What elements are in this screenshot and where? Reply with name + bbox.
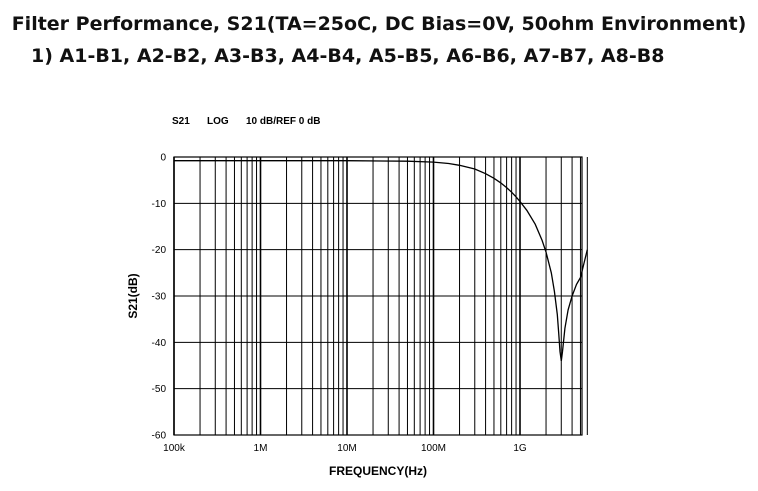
- y-axis-label: S21(dB): [126, 273, 140, 318]
- y-tick-label: -30: [152, 292, 167, 303]
- x-axis-label: FREQUENCY(Hz): [329, 464, 427, 478]
- plot-header-format: LOG: [207, 116, 229, 127]
- y-tick-label: -50: [152, 384, 167, 395]
- port-list-subtitle: 1) A1-B1, A2-B2, A3-B3, A4-B4, A5-B5, A6…: [31, 45, 665, 67]
- y-tick-label: -10: [152, 199, 167, 210]
- page-title: Filter Performance, S21(TA=25oC, DC Bias…: [11, 13, 747, 35]
- x-axis-ticks: 100k 1M 10M 100M 1G: [163, 443, 527, 454]
- chart-grid: [173, 156, 588, 436]
- s21-series-line: [174, 160, 588, 361]
- y-tick-label: -60: [152, 431, 167, 442]
- x-tick-label: 1M: [254, 443, 268, 454]
- y-axis-ticks: 0 -10 -20 -30 -40 -50 -60: [152, 153, 167, 442]
- x-tick-label: 1G: [513, 443, 527, 454]
- y-tick-label: -20: [152, 245, 167, 256]
- x-tick-label: 10M: [337, 443, 356, 454]
- plot-frame: [173, 156, 583, 436]
- y-tick-label: -40: [152, 338, 167, 349]
- plot-header-scale: 10 dB/REF 0 dB: [246, 116, 320, 127]
- plot-header-param: S21: [172, 116, 190, 127]
- y-tick-label: 0: [160, 153, 166, 164]
- x-tick-label: 100k: [163, 443, 186, 454]
- x-tick-label: 100M: [421, 443, 446, 454]
